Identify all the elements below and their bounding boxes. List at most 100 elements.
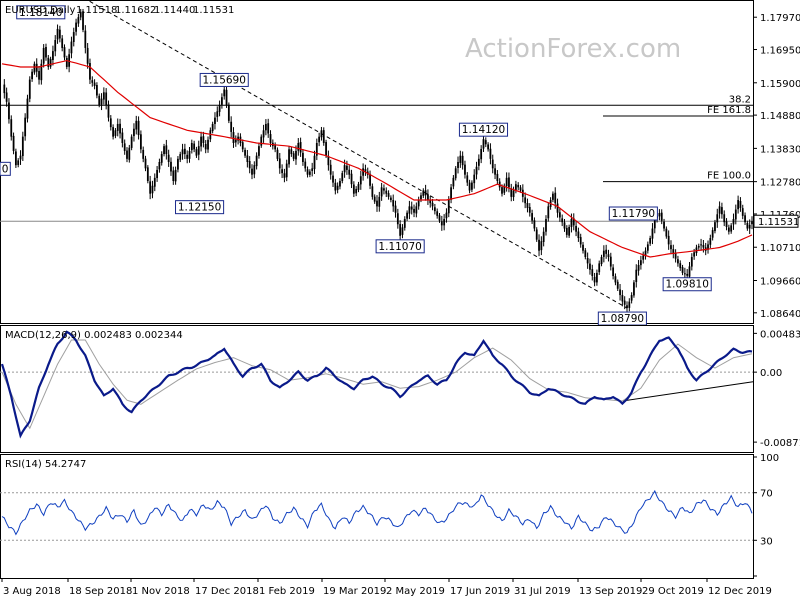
price-candle-body: [302, 152, 304, 162]
price-annotation-box: [662, 277, 712, 292]
price-candle-body: [589, 263, 591, 270]
price-candle-body: [477, 158, 480, 166]
price-candle-body: [607, 254, 610, 258]
price-candle-body: [672, 249, 675, 254]
price-candle-body: [197, 146, 200, 155]
price-candle-body: [688, 266, 691, 277]
price-candle-body: [436, 211, 439, 216]
price-candle-body: [450, 187, 452, 200]
price-candle-body: [519, 187, 522, 191]
price-candle-body: [181, 149, 184, 155]
price-ytick-label: 1.17970: [760, 13, 800, 24]
price-candle-body: [547, 206, 550, 219]
price-candle-body: [142, 149, 145, 159]
price-candle-body: [501, 187, 503, 194]
price-candle-body: [639, 260, 642, 266]
price-candle-body: [107, 104, 110, 118]
price-candle-body: [480, 149, 483, 160]
watermark: ActionForex.com: [465, 34, 681, 64]
price-candle-body: [128, 147, 131, 160]
price-candle-body: [369, 173, 371, 186]
price-candle-body: [52, 51, 54, 60]
price-candle-body: [732, 219, 735, 225]
price-candle-body: [17, 160, 20, 165]
price-candle-body: [251, 168, 253, 175]
price-candle-body: [725, 221, 728, 227]
price-level-label: FE 100.0: [707, 171, 751, 182]
price-candle-body: [26, 98, 29, 119]
price-candle-body: [237, 136, 240, 141]
price-candle-body: [89, 63, 91, 80]
price-ytick-label: 1.16950: [760, 46, 800, 57]
price-annotation-label: 1.15690: [203, 74, 246, 86]
price-candle-body: [156, 169, 158, 179]
price-candle-body: [630, 295, 633, 301]
price-candle-body: [697, 245, 700, 248]
price-candle-body: [144, 158, 147, 169]
price-candle-body: [200, 136, 202, 147]
price-candle-body: [3, 84, 6, 94]
price-candle-body: [683, 273, 686, 275]
price-candle-body: [637, 264, 640, 271]
price-candle-body: [582, 244, 584, 251]
price-candle-body: [466, 175, 469, 183]
price-candle-body: [8, 102, 10, 120]
price-candle-body: [424, 190, 427, 196]
price-candle-body: [445, 212, 448, 219]
price-candle-body: [505, 177, 508, 187]
price-candle-body: [40, 63, 43, 81]
price-candle-body: [540, 241, 543, 251]
macd-pane: 0.004832 0.00 -0.008718 MACD(12,26,9) 0.00…: [0, 325, 800, 453]
price-candle-body: [396, 213, 399, 225]
price-candle-body: [635, 269, 638, 283]
price-ytick-label: 1.13830: [760, 144, 800, 155]
price-ytick-label: 1.09660: [760, 276, 800, 287]
price-candle-body: [605, 249, 608, 254]
price-candle-body: [383, 188, 385, 191]
price-candle-body: [459, 155, 462, 163]
price-candle-body: [232, 132, 235, 143]
price-candle-body: [660, 212, 663, 221]
price-candle-body: [119, 123, 121, 134]
price-candle-body: [223, 89, 226, 97]
price-candle-body: [723, 214, 726, 223]
price-candle-body: [357, 184, 360, 190]
price-candle-body: [528, 206, 531, 213]
price-candle-body: [123, 143, 126, 151]
price-candle-body: [163, 146, 165, 155]
price-candle-body: [371, 186, 374, 197]
price-candle-body: [376, 200, 378, 207]
price-candle-body: [556, 203, 559, 213]
price-candle-body: [322, 130, 325, 143]
macd-ytick-label: -0.008718: [760, 438, 800, 449]
price-candle-body: [269, 134, 272, 143]
price-candle-body: [510, 188, 513, 197]
price-candle-body: [5, 92, 8, 102]
price-candle-body: [346, 165, 348, 170]
price-candle-body: [72, 32, 75, 42]
price-candle-body: [452, 177, 455, 187]
rsi-line: [1, 489, 753, 536]
price-candle-body: [295, 150, 297, 160]
price-candle-body: [35, 63, 38, 72]
price-candle-body: [146, 167, 149, 182]
price-candle-body: [38, 70, 40, 80]
price-candle-body: [598, 263, 601, 273]
price-candle-body: [591, 269, 594, 277]
x-tick-label: 2 May 2019: [386, 586, 445, 597]
price-candle-body: [308, 171, 311, 175]
price-candle-body: [399, 224, 402, 236]
price-candle-body: [394, 205, 397, 213]
price-candle-body: [403, 219, 406, 228]
price-candle-body: [413, 208, 415, 213]
price-candle-body: [325, 142, 327, 156]
price-candle-body: [260, 136, 263, 146]
price-candle-body: [674, 253, 677, 259]
price-candle-body: [327, 156, 330, 166]
price-candle-body: [746, 222, 749, 229]
price-candle-body: [570, 219, 573, 227]
price-candle-body: [320, 130, 323, 138]
price-candle-body: [216, 111, 219, 117]
price-candle-body: [561, 218, 564, 223]
ohlc-close: 1.11531: [193, 5, 234, 16]
